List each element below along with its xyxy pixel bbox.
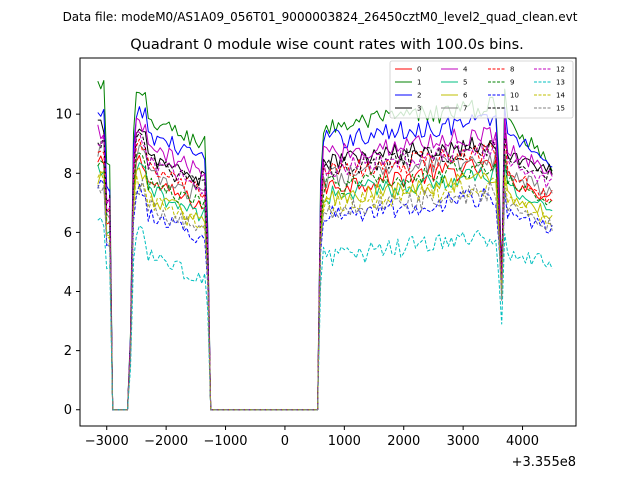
x-tick-label: −3000 bbox=[85, 434, 129, 449]
chart-title: Quadrant 0 module wise count rates with … bbox=[130, 37, 524, 53]
legend-label-1: 1 bbox=[417, 79, 421, 87]
x-tick-label: 1000 bbox=[328, 434, 361, 449]
legend-label-3: 3 bbox=[417, 105, 421, 113]
x-tick-label: 0 bbox=[281, 434, 289, 449]
y-tick-label: 6 bbox=[64, 226, 72, 241]
series-line-1 bbox=[97, 80, 553, 411]
x-tick-label: 2000 bbox=[387, 434, 420, 449]
series-line-7 bbox=[97, 140, 553, 411]
legend-label-10: 10 bbox=[510, 92, 519, 100]
plot-series-group bbox=[97, 80, 553, 411]
x-tick-label: 3000 bbox=[447, 434, 480, 449]
y-tick-label: 10 bbox=[55, 108, 72, 123]
x-offset-label: +3.355e8 bbox=[512, 455, 576, 470]
legend-label-9: 9 bbox=[510, 79, 514, 87]
legend-label-6: 6 bbox=[463, 92, 468, 100]
series-line-3 bbox=[97, 119, 553, 411]
legend-label-2: 2 bbox=[417, 92, 421, 100]
series-line-11 bbox=[97, 132, 553, 411]
legend-label-5: 5 bbox=[463, 79, 467, 87]
series-line-2 bbox=[97, 106, 553, 411]
series-line-4 bbox=[97, 115, 553, 411]
legend-label-11: 11 bbox=[510, 105, 519, 113]
y-tick-label: 2 bbox=[64, 344, 72, 359]
legend-label-8: 8 bbox=[510, 66, 514, 74]
legend-label-4: 4 bbox=[463, 66, 468, 74]
series-line-6 bbox=[97, 167, 553, 411]
x-tick-label: −1000 bbox=[204, 434, 248, 449]
series-line-10 bbox=[97, 179, 553, 411]
x-axis: −3000 −2000 −1000 0 1000 2000 3000 4000 bbox=[85, 426, 539, 449]
series-line-12 bbox=[97, 128, 553, 411]
legend-label-7: 7 bbox=[463, 105, 467, 113]
suptitle: Data file: modeM0/AS1A09_056T01_90000038… bbox=[63, 10, 578, 24]
y-tick-label: 4 bbox=[64, 285, 72, 300]
series-line-9 bbox=[97, 152, 553, 411]
legend-label-14: 14 bbox=[556, 92, 565, 100]
x-tick-label: −2000 bbox=[144, 434, 188, 449]
x-tick-label: 4000 bbox=[506, 434, 539, 449]
series-line-13 bbox=[97, 217, 553, 411]
series-line-14 bbox=[97, 170, 553, 411]
legend-frame bbox=[389, 60, 574, 119]
legend-label-0: 0 bbox=[417, 66, 421, 74]
y-tick-label: 0 bbox=[64, 403, 72, 418]
legend-label-15: 15 bbox=[556, 105, 565, 113]
legend-label-12: 12 bbox=[556, 66, 565, 74]
series-line-15 bbox=[97, 179, 553, 411]
y-tick-label: 8 bbox=[64, 167, 72, 182]
legend-label-13: 13 bbox=[556, 79, 565, 87]
y-axis: 0 2 4 6 8 10 bbox=[55, 108, 80, 418]
plot-frame bbox=[79, 57, 577, 427]
